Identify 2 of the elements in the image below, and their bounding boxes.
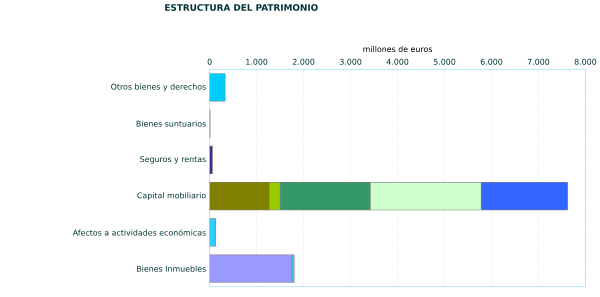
chart-title: ESTRUCTURA DEL PATRIMONIO bbox=[165, 4, 318, 12]
bar bbox=[480, 182, 568, 210]
